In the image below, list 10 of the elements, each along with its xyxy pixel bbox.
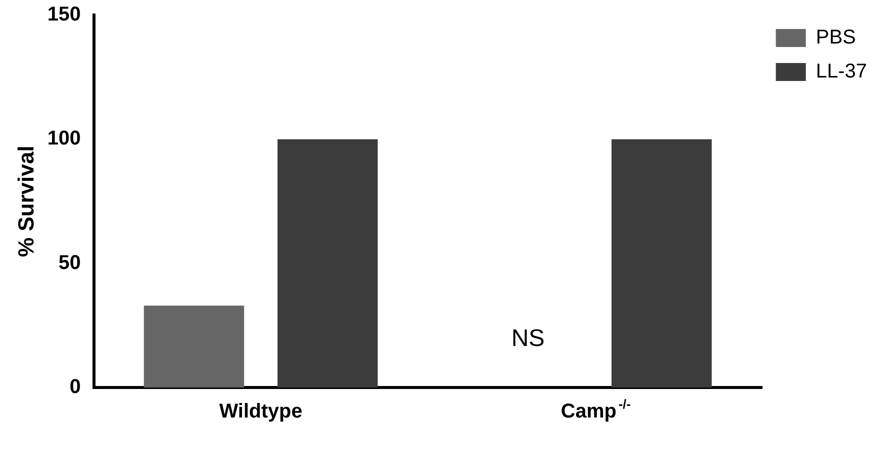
y-tick-label: 0 bbox=[70, 376, 81, 398]
legend-label: PBS bbox=[816, 26, 856, 49]
annotation: NS bbox=[511, 324, 545, 352]
x-tick-label: Camp-/- bbox=[560, 396, 631, 423]
x-tick-label: Wildtype bbox=[219, 400, 302, 423]
y-tick-label: 50 bbox=[58, 252, 81, 274]
y-tick-label: 150 bbox=[47, 4, 81, 26]
legend-label: LL-37 bbox=[816, 60, 868, 83]
y-axis-title: % Survival bbox=[13, 146, 38, 257]
y-tick-label: 100 bbox=[47, 128, 81, 150]
